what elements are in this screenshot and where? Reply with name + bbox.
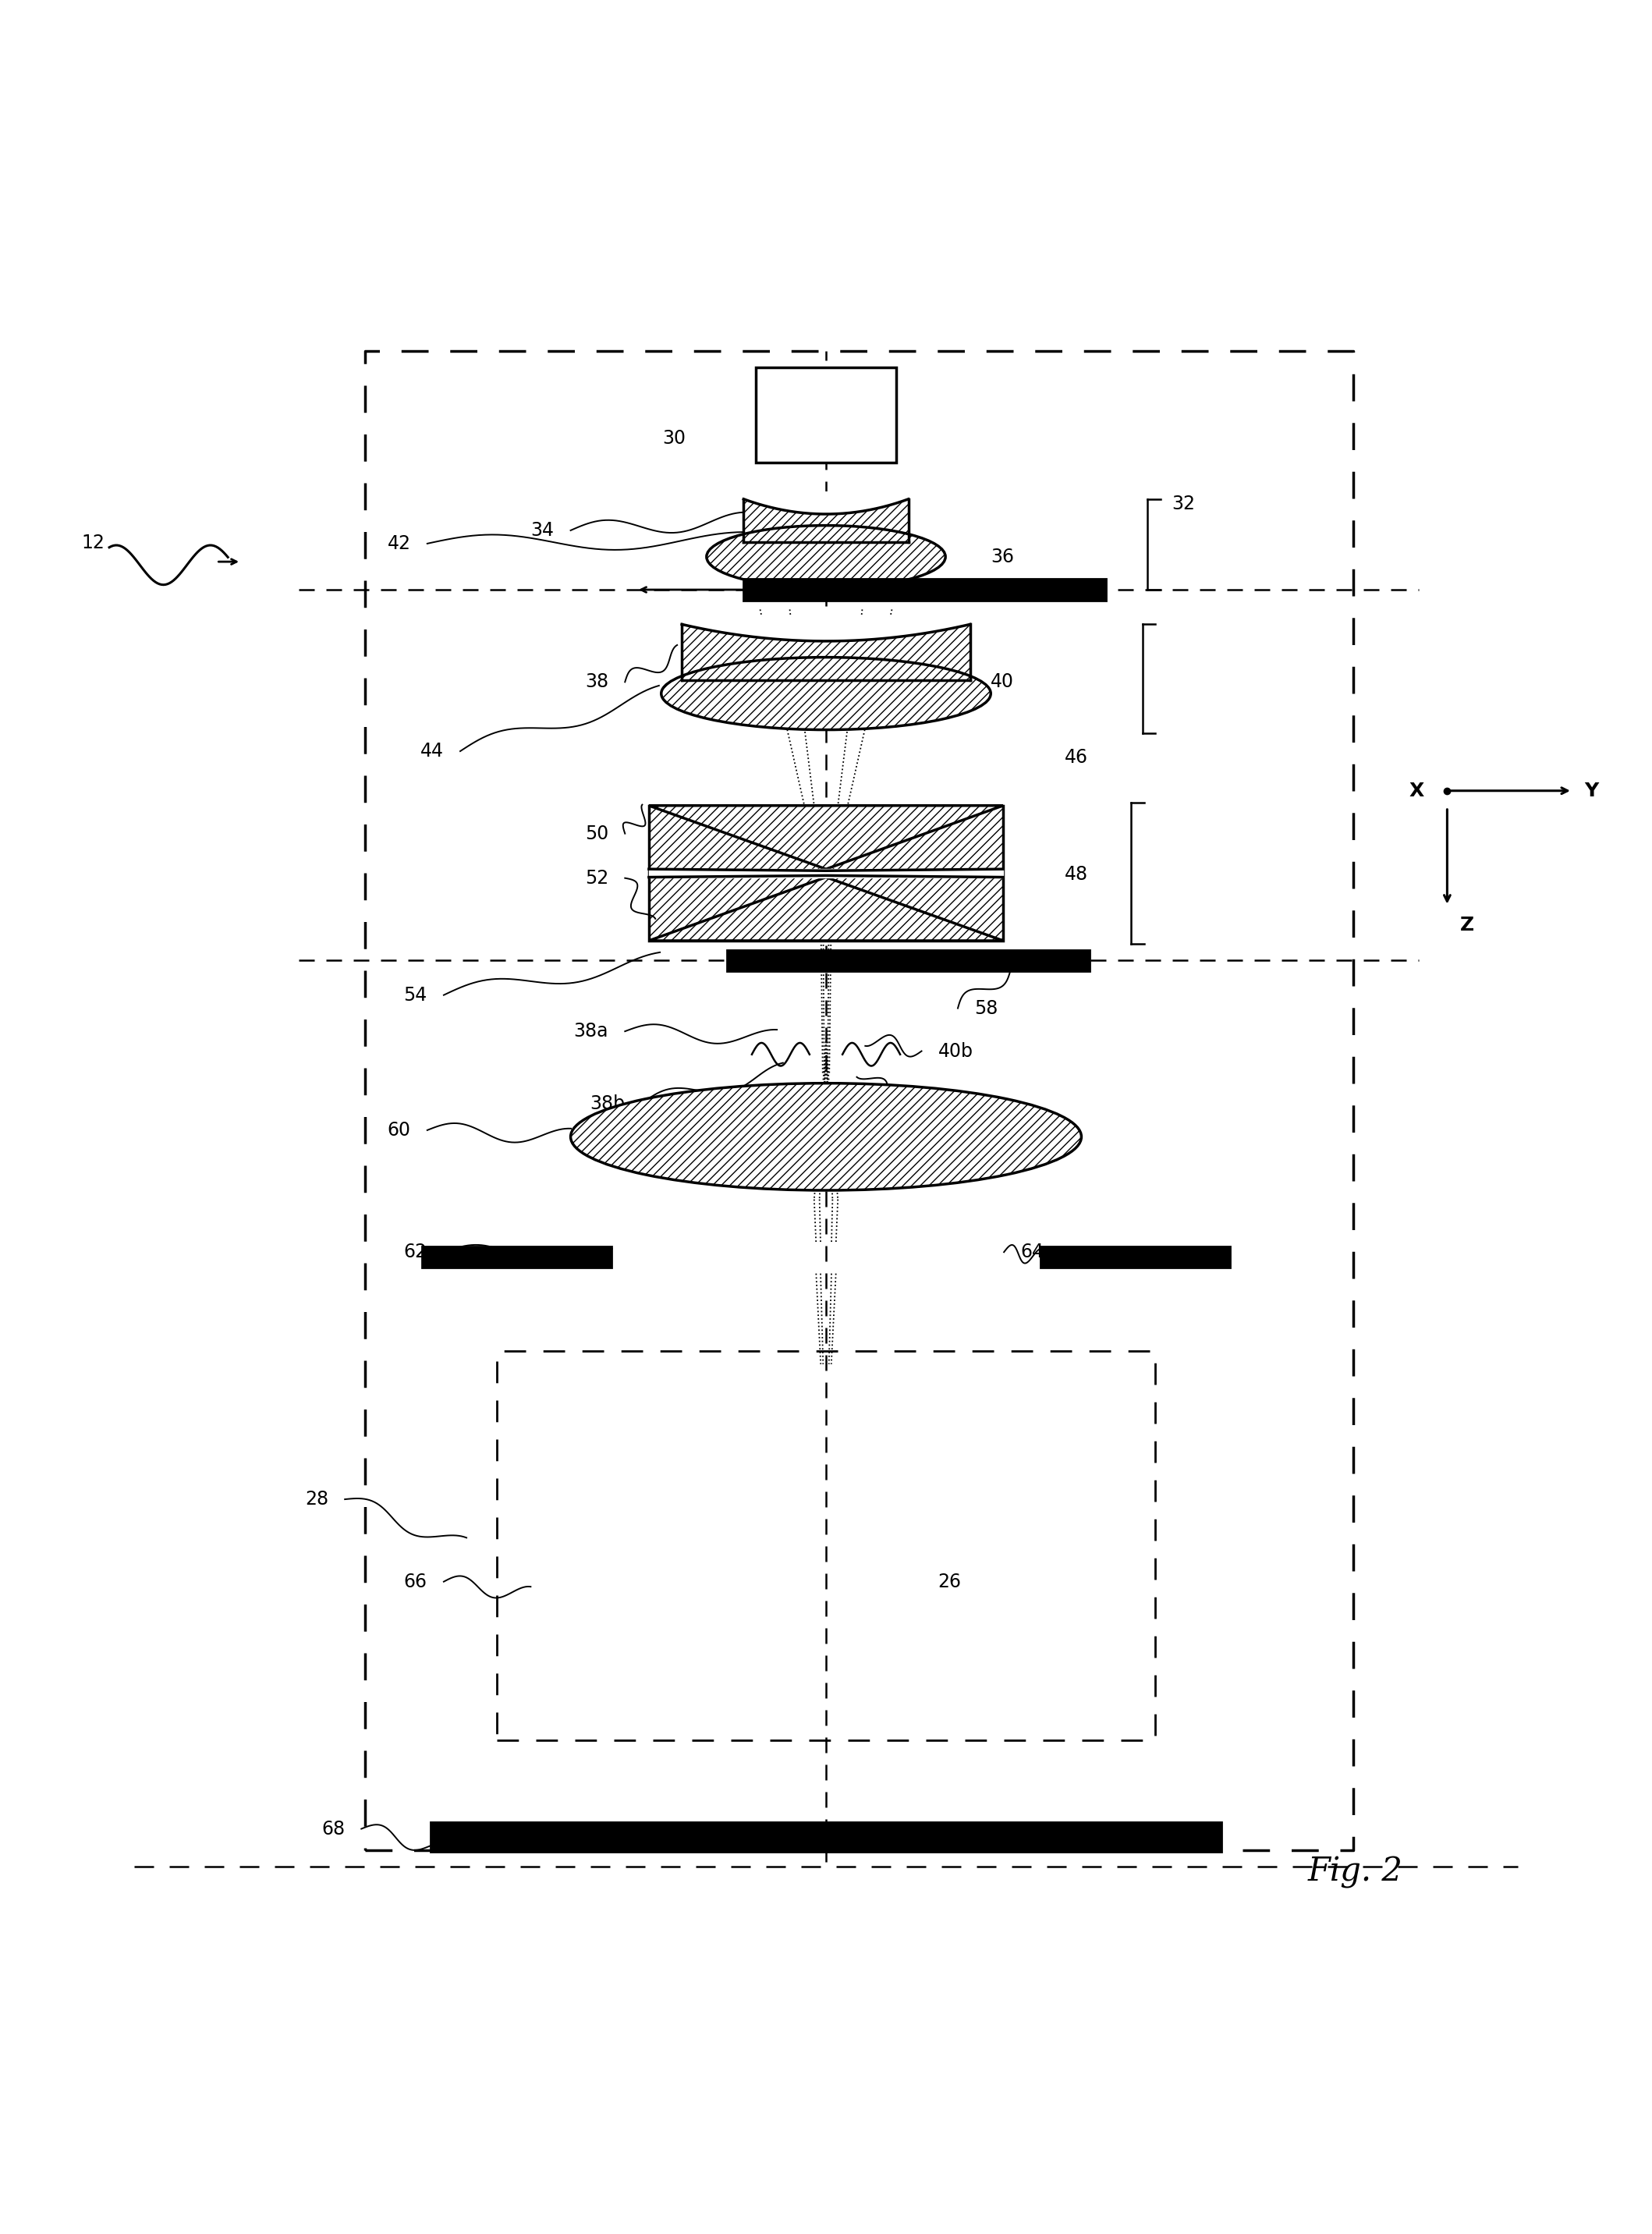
Text: 44: 44: [420, 742, 444, 760]
Text: 12: 12: [81, 534, 104, 552]
Text: 56: 56: [988, 952, 1011, 972]
Text: 26: 26: [938, 1573, 961, 1591]
Polygon shape: [649, 878, 1003, 941]
Text: Fig. 2: Fig. 2: [1308, 1856, 1403, 1888]
Bar: [743, 579, 1107, 601]
Bar: [431, 1823, 1221, 1852]
Text: 46: 46: [1066, 748, 1089, 766]
Polygon shape: [649, 806, 1003, 869]
Text: 14: 14: [856, 1823, 879, 1841]
Text: 34: 34: [530, 521, 553, 541]
Text: Z: Z: [1460, 916, 1475, 934]
Bar: [423, 1247, 611, 1267]
Text: 30: 30: [662, 429, 686, 447]
Bar: [649, 806, 1003, 941]
Bar: [1041, 1247, 1229, 1267]
Text: 32: 32: [1171, 494, 1196, 514]
Text: 62: 62: [403, 1242, 428, 1262]
Text: 40a: 40a: [922, 1099, 957, 1119]
Bar: [682, 623, 970, 681]
Text: 52: 52: [585, 869, 608, 887]
Text: 38a: 38a: [573, 1021, 608, 1041]
Text: 58: 58: [975, 999, 998, 1019]
Text: 40b: 40b: [938, 1041, 973, 1061]
Text: 60: 60: [387, 1121, 411, 1139]
Ellipse shape: [570, 1083, 1082, 1191]
Text: 38b: 38b: [590, 1095, 624, 1113]
Bar: [757, 366, 895, 462]
Text: 16: 16: [552, 1823, 575, 1841]
Text: 50: 50: [585, 824, 608, 842]
Text: 42: 42: [387, 534, 411, 554]
Bar: [727, 949, 1090, 972]
Text: X: X: [1409, 782, 1424, 800]
Text: 66: 66: [403, 1573, 428, 1591]
Text: 38: 38: [585, 672, 608, 690]
Text: 40: 40: [991, 672, 1014, 690]
Text: 48: 48: [1066, 865, 1089, 885]
Text: Y: Y: [1584, 782, 1597, 800]
Text: 36: 36: [991, 547, 1014, 565]
Ellipse shape: [707, 525, 945, 588]
Text: 64: 64: [1021, 1242, 1044, 1262]
Ellipse shape: [661, 657, 991, 731]
Bar: [743, 498, 909, 543]
Text: 54: 54: [403, 985, 428, 1005]
Text: 68: 68: [322, 1818, 345, 1839]
Text: 28: 28: [306, 1490, 329, 1508]
